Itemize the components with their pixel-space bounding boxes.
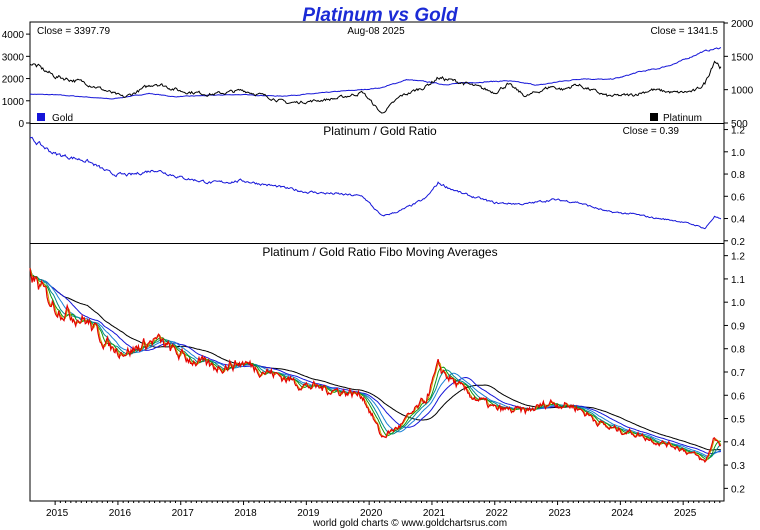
ratio-axis-label: 0.2 (731, 237, 745, 248)
x-tick-label: 2023 (548, 508, 571, 519)
legend-gold-label: Gold (52, 113, 73, 124)
axes-layer: 2015 2016 2017 2018 2019 2020 2021 2022 2023 2024… (2, 19, 754, 519)
fibo-ma-line (29, 268, 722, 457)
gold-axis-label: 1000 (2, 97, 25, 108)
x-tick-label: 2019 (297, 508, 320, 519)
fibo-axis-label: 0.9 (731, 321, 745, 332)
legend-gold-swatch (37, 113, 45, 121)
ratio-axis-label: 0.6 (731, 192, 745, 203)
ratio-axis-label: 0.4 (731, 215, 745, 226)
x-tick-label: 2022 (486, 508, 509, 519)
platinum-price-line (29, 60, 722, 114)
fibo-axis-label: 1.0 (731, 298, 745, 309)
x-tick-label: 2024 (611, 508, 634, 519)
x-tick-label: 2018 (234, 508, 257, 519)
fibo-axis-label: 0.7 (731, 368, 745, 379)
ratio-line (29, 136, 722, 230)
legend-platinum-label: Platinum (663, 113, 702, 124)
gold-axis-label: 4000 (2, 30, 25, 41)
x-tick-label: 2015 (46, 508, 69, 519)
x-tick-label: 2020 (360, 508, 383, 519)
fibo-ma-line (29, 268, 722, 463)
ratio-close-label: Close = 0.39 (623, 126, 680, 137)
fibo-axis-label: 1.1 (731, 275, 745, 286)
fibo-axis-label: 1.2 (731, 252, 745, 263)
x-tick-label: 2017 (172, 508, 195, 519)
x-tick-label: 2021 (423, 508, 446, 519)
fibo-axis-label: 0.2 (731, 484, 745, 495)
fibo-ma-line (29, 268, 721, 455)
series-layer (29, 47, 722, 463)
fibo-axis-label: 0.4 (731, 438, 745, 449)
ratio-axis-label: 1.0 (731, 148, 745, 159)
gold-axis-label: 2000 (2, 75, 25, 86)
x-tick-label: 2016 (109, 508, 132, 519)
footer-credit: world gold charts © www.goldchartsrus.co… (312, 518, 507, 529)
fibo-ma-line (29, 268, 722, 462)
fibo-axis-label: 0.5 (731, 415, 745, 426)
fibo-axis-label: 0.8 (731, 345, 745, 356)
ratio-axis-label: 1.2 (731, 126, 745, 137)
date-label: Aug-08 2025 (347, 26, 405, 37)
gold-price-line (29, 47, 722, 100)
platinum-close-label: Close = 1341.5 (650, 26, 718, 37)
platinum-axis-label: 1500 (731, 52, 754, 63)
fibo-panel-title: Platinum / Gold Ratio Fibo Moving Averag… (262, 245, 497, 259)
gold-axis-label: 0 (18, 119, 24, 130)
legend-platinum-swatch (650, 113, 658, 121)
chart-title: Platinum vs Gold (302, 5, 458, 26)
fibo-axis-label: 0.6 (731, 391, 745, 402)
ratio-axis-label: 0.8 (731, 170, 745, 181)
platinum-axis-label: 1000 (731, 86, 754, 97)
gold-close-label: Close = 3397.79 (37, 26, 111, 37)
x-tick-label: 2025 (674, 508, 697, 519)
ratio-panel-title: Platinum / Gold Ratio (323, 124, 437, 138)
chart-frame (29, 21, 725, 502)
fibo-axis-label: 0.3 (731, 461, 745, 472)
gold-axis-label: 3000 (2, 52, 25, 63)
platinum-axis-label: 500 (731, 119, 748, 130)
platinum-axis-label: 2000 (731, 19, 754, 30)
